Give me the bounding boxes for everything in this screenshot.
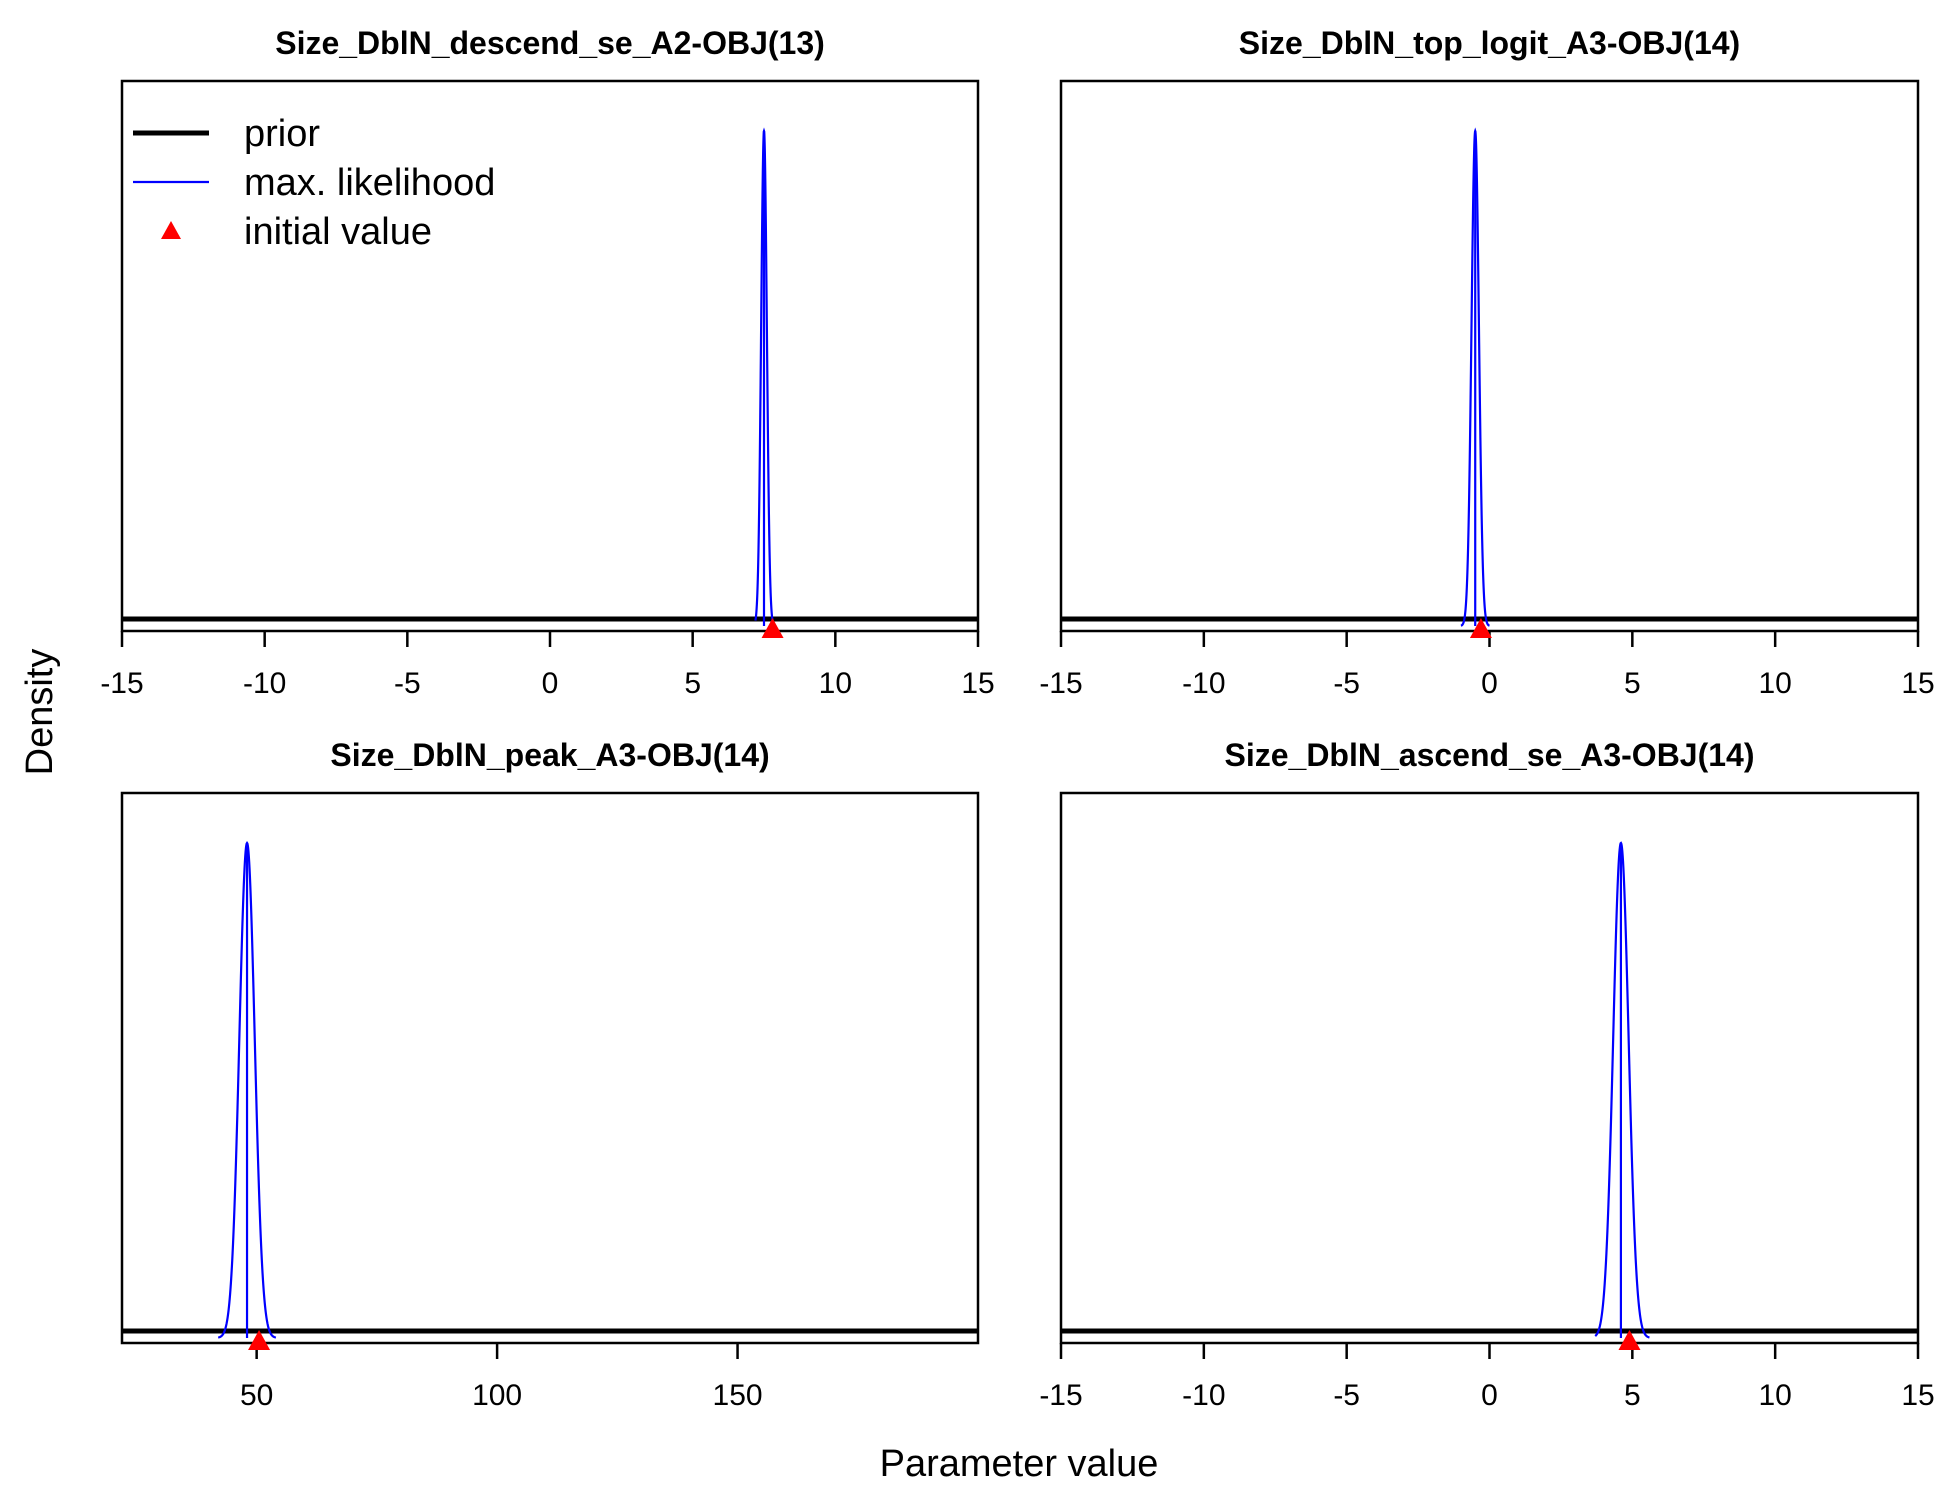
legend-label: initial value: [244, 211, 432, 253]
x-axis-label: Parameter value: [880, 1443, 1159, 1485]
legend-label: max. likelihood: [244, 162, 495, 204]
max-likelihood-curve: [1594, 841, 1650, 1339]
x-tick-label: -10: [1182, 1379, 1225, 1412]
panel-title: Size_DblN_ascend_se_A3-OBJ(14): [1224, 737, 1754, 773]
panel-2: Size_DblN_top_logit_A3-OBJ(14) -15 -10 -5 0 5…: [1039, 25, 1934, 700]
panel-4: Size_DblN_ascend_se_A3-OBJ(14) -15 -10 -5 0 5…: [1039, 737, 1934, 1412]
legend-entry: prior: [133, 113, 320, 155]
x-tick-label: 10: [1758, 1379, 1791, 1412]
plot-frame: [1059, 79, 1920, 633]
legend-swatch-initial-value: [161, 221, 181, 239]
panel-title: Size_DblN_peak_A3-OBJ(14): [330, 737, 769, 773]
legend: prior max. likelihood initial value: [133, 113, 495, 253]
x-tick-label: 15: [1901, 667, 1934, 700]
x-tick-label: 15: [961, 667, 994, 700]
x-tick-label: 0: [1481, 1379, 1498, 1412]
initial-value-marker: [248, 1330, 271, 1350]
x-axis: -15 -10 -5 0 5 10 15: [1039, 631, 1935, 700]
x-tick-label: -10: [243, 667, 286, 700]
x-tick-label: -15: [1039, 1379, 1082, 1412]
plot-frame: [1059, 791, 1920, 1345]
panel-title: Size_DblN_top_logit_A3-OBJ(14): [1239, 25, 1740, 61]
x-tick-label: 0: [1481, 667, 1498, 700]
x-tick-label: 15: [1901, 1379, 1934, 1412]
x-tick-label: 5: [1624, 667, 1641, 700]
x-tick-label: 10: [819, 667, 852, 700]
x-tick-label: 10: [1758, 667, 1791, 700]
x-tick-label: -15: [100, 667, 143, 700]
x-tick-label: 50: [240, 1379, 273, 1412]
panels: Size_DblN_descend_se_A2-OBJ(13) -15 -10 -5 0…: [100, 25, 1934, 1412]
panel-3: Size_DblN_peak_A3-OBJ(14) 50 100 150: [120, 737, 980, 1412]
legend-entry: max. likelihood: [133, 162, 495, 204]
x-tick-label: 0: [542, 667, 559, 700]
legend-label: prior: [244, 113, 320, 155]
initial-value-marker: [1469, 618, 1492, 638]
x-tick-label: -15: [1039, 667, 1082, 700]
x-tick-label: -5: [1333, 1379, 1360, 1412]
x-axis: 50 100 150: [240, 1343, 763, 1412]
x-tick-label: -5: [394, 667, 421, 700]
plot-frame: [120, 791, 980, 1345]
x-tick-label: -5: [1333, 667, 1360, 700]
legend-entry: initial value: [161, 211, 432, 253]
x-axis: -15 -10 -5 0 5 10 15: [100, 631, 995, 700]
x-tick-label: 5: [1624, 1379, 1641, 1412]
y-axis-label: Density: [19, 649, 61, 776]
x-axis: -15 -10 -5 0 5 10 15: [1039, 1343, 1935, 1412]
x-tick-label: 150: [713, 1379, 763, 1412]
initial-value-marker: [1618, 1330, 1641, 1350]
panel-1: Size_DblN_descend_se_A2-OBJ(13) -15 -10 -5 0…: [100, 25, 994, 700]
panel-title: Size_DblN_descend_se_A2-OBJ(13): [275, 25, 825, 61]
x-tick-label: -10: [1182, 667, 1225, 700]
x-tick-label: 5: [684, 667, 701, 700]
initial-value-marker: [761, 618, 784, 638]
x-tick-label: 100: [472, 1379, 522, 1412]
